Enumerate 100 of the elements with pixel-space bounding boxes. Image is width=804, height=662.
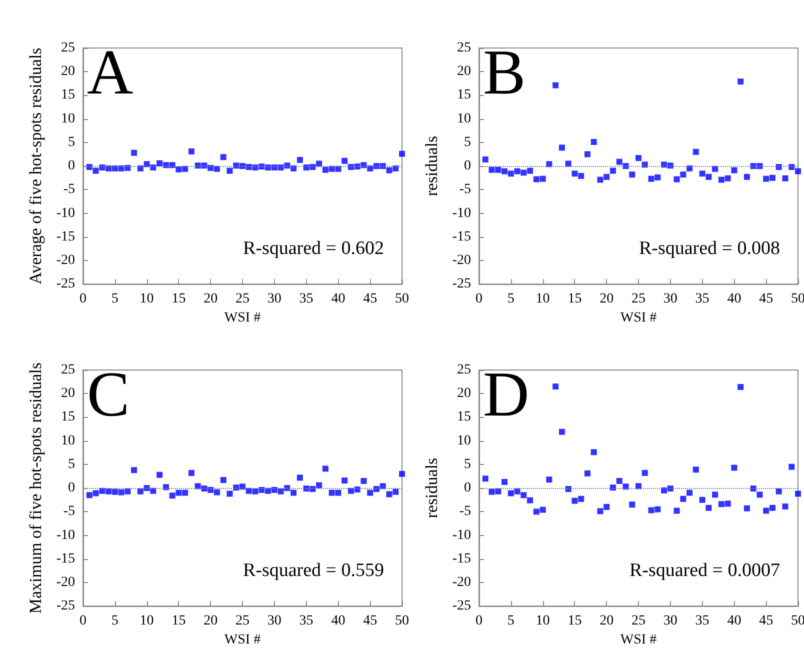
y-tick-label: 20 [457,64,471,80]
x-tick-label: 0 [476,614,482,629]
x-tick-label: 40 [331,292,346,307]
point [354,164,360,170]
x-tick-label: 45 [759,292,774,307]
point [622,163,629,170]
point [756,163,763,170]
x-tick-label: 20 [600,614,614,629]
point [226,168,233,174]
point [654,506,661,512]
point [488,166,495,173]
point [124,164,131,171]
x-tick-label: 0 [80,614,86,629]
y-axis-title: Average of five hot-spots residuals [26,48,45,284]
point [540,176,546,182]
point [265,164,272,170]
y-tick-label: 10 [61,111,75,126]
x-tick-label: 5 [507,292,514,307]
point [246,164,252,170]
point [527,168,534,174]
point [540,506,546,513]
point [578,496,584,502]
y-tick-label: 0 [464,158,471,174]
point [520,492,527,498]
point [546,476,552,483]
y-tick-label: 15 [61,410,75,425]
point [788,464,795,470]
point [176,166,182,172]
point [604,504,610,510]
point [246,488,252,494]
point [252,164,258,170]
point [86,164,92,170]
point [731,464,738,471]
x-tick-label: 10 [140,292,154,307]
point [616,478,622,484]
y-tick-label: -15 [452,229,471,244]
y-tick-label: -10 [452,528,471,543]
point [322,166,328,173]
x-tick-label: 30 [267,614,282,629]
point [137,165,144,172]
x-tick-label: 20 [600,292,614,307]
x-tick-label: 40 [727,614,742,629]
point [674,508,680,514]
point [769,174,776,181]
x-tick-label: 5 [507,614,514,629]
point [86,492,92,498]
y-tick-label: -25 [56,276,75,292]
point [258,486,265,493]
annotation: R-squared = 0.008 [638,238,780,259]
point [520,170,527,176]
point [648,176,654,182]
point [572,170,578,177]
point [629,502,636,508]
x-tick-label: 0 [80,292,86,307]
point [118,489,124,496]
point [240,163,246,170]
point [182,166,188,172]
point [788,164,795,170]
y-tick-label: 5 [68,456,75,472]
point [99,164,106,170]
point [360,162,367,168]
point [724,175,731,182]
y-tick-label: 25 [61,40,75,56]
point [194,162,201,169]
y-tick-label: 25 [457,40,471,56]
point [386,167,392,174]
x-tick-label: 30 [267,292,282,307]
point [316,160,322,167]
x-tick-label: 5 [111,614,118,629]
point [584,151,590,158]
point [699,496,706,503]
y-tick-label: -25 [452,276,471,292]
point [156,160,163,166]
point [296,156,303,163]
point [558,428,565,435]
point [636,483,642,490]
x-tick-label: 45 [363,614,378,629]
x-tick-label: 0 [476,292,482,307]
x-tick-label: 15 [172,614,186,629]
y-tick-label: -15 [452,551,471,566]
point [392,488,399,495]
point [686,490,693,496]
x-tick-label: 45 [363,292,378,307]
x-tick-label: 40 [331,614,346,629]
point [495,488,502,494]
point [220,154,226,160]
point [373,163,380,170]
point [112,165,118,172]
point [514,488,520,494]
point [782,175,788,182]
point [495,166,502,173]
point [380,163,386,170]
y-tick-label: 0 [68,480,75,496]
x-tick-label: 25 [632,614,646,629]
point [106,488,112,494]
point [278,164,284,170]
point [156,472,163,478]
point [552,384,559,390]
y-axis-title: residuals [422,136,441,196]
y-tick-label: -10 [452,206,471,221]
